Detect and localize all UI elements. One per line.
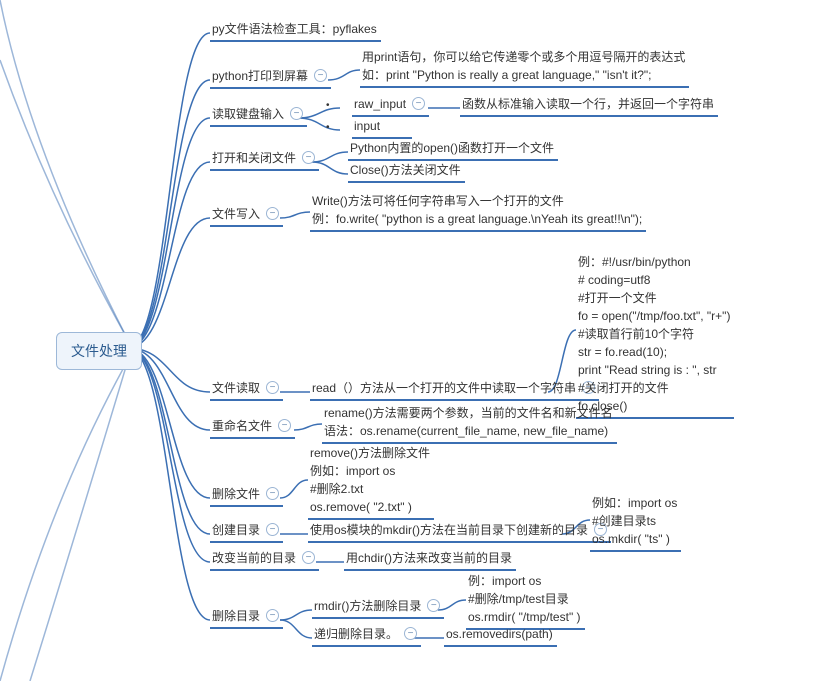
topic-raw-input[interactable]: raw_input−	[352, 95, 429, 117]
topic-rmdir[interactable]: 删除目录−	[210, 607, 283, 629]
collapse-icon[interactable]: −	[314, 69, 327, 82]
collapse-icon[interactable]: −	[266, 487, 279, 500]
topic-chdir[interactable]: 改变当前的目录−	[210, 549, 319, 571]
topic-open[interactable]: Python内置的open()函数打开一个文件	[348, 139, 558, 161]
note-read-code: 例：#!/usr/bin/python # coding=utf8 #打开一个文…	[576, 253, 734, 419]
collapse-icon[interactable]: −	[278, 419, 291, 432]
collapse-icon[interactable]: −	[266, 609, 279, 622]
topic-read-method[interactable]: read（）方法从一个打开的文件中读取一个字符串−	[310, 379, 599, 401]
topic-pyflakes[interactable]: py文件语法检查工具：pyflakes	[210, 20, 381, 42]
topic-rename[interactable]: 重命名文件−	[210, 417, 295, 439]
topic-keyboard-input[interactable]: 读取键盘输入−	[210, 105, 307, 127]
bullet-icon: •	[326, 122, 330, 133]
topic-file-read[interactable]: 文件读取−	[210, 379, 283, 401]
note-rmdir-code: 例：import os #删除/tmp/test目录 os.rmdir( "/t…	[466, 572, 585, 630]
topic-removedirs[interactable]: 递归删除目录。−	[312, 625, 421, 647]
collapse-icon[interactable]: −	[266, 207, 279, 220]
collapse-icon[interactable]: −	[412, 97, 425, 110]
topic-input[interactable]: input	[352, 117, 412, 139]
topic-rmdir-desc[interactable]: rmdir()方法删除目录−	[312, 597, 444, 619]
collapse-icon[interactable]: −	[266, 523, 279, 536]
topic-print[interactable]: python打印到屏幕−	[210, 67, 331, 89]
topic-close[interactable]: Close()方法关闭文件	[348, 161, 465, 183]
root-node[interactable]: 文件处理	[56, 332, 142, 370]
note-rename: rename()方法需要两个参数，当前的文件名和新文件名 语法：os.renam…	[322, 404, 617, 444]
topic-removedirs-code[interactable]: os.removedirs(path)	[444, 625, 557, 647]
note-file-write: Write()方法可将任何字符串写入一个打开的文件 例：fo.write( "p…	[310, 192, 646, 232]
topic-delete-file[interactable]: 删除文件−	[210, 485, 283, 507]
collapse-icon[interactable]: −	[290, 107, 303, 120]
collapse-icon[interactable]: −	[266, 381, 279, 394]
topic-mkdir[interactable]: 创建目录−	[210, 521, 283, 543]
root-label: 文件处理	[71, 343, 127, 359]
topic-file-write[interactable]: 文件写入−	[210, 205, 283, 227]
note-mkdir-code: 例如：import os #创建目录ts os.mkdir( "ts" )	[590, 494, 681, 552]
collapse-icon[interactable]: −	[427, 599, 440, 612]
topic-open-close[interactable]: 打开和关闭文件−	[210, 149, 319, 171]
bullet-icon: •	[326, 100, 330, 111]
collapse-icon[interactable]: −	[302, 551, 315, 564]
topic-chdir-desc[interactable]: 用chdir()方法来改变当前的目录	[344, 549, 516, 571]
note-delete-file: remove()方法删除文件 例如：import os #删除2.txt os.…	[308, 444, 434, 520]
topic-mkdir-desc[interactable]: 使用os模块的mkdir()方法在当前目录下创建新的目录−	[308, 521, 611, 543]
collapse-icon[interactable]: −	[404, 627, 417, 640]
collapse-icon[interactable]: −	[302, 151, 315, 164]
note-raw-input: 函数从标准输入读取一个行，并返回一个字符串	[460, 95, 718, 117]
note-print: 用print语句，你可以给它传递零个或多个用逗号隔开的表达式 如：print "…	[360, 48, 689, 88]
